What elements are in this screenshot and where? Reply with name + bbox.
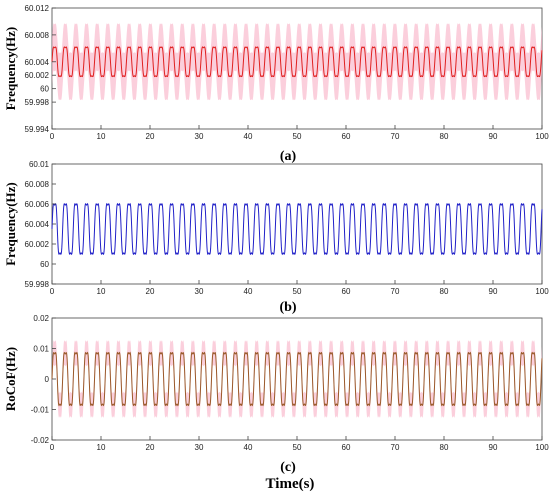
x-tick-label-c: 0: [50, 443, 55, 452]
x-tick-label-c: 10: [97, 443, 106, 452]
panel-b-caption: (b): [279, 300, 296, 315]
y-tick-label-c: -0.02: [31, 436, 50, 445]
x-tick-label-a: 70: [391, 132, 400, 141]
x-tick-label-b: 60: [342, 287, 351, 296]
y-tick-label-c: 0.02: [33, 314, 49, 323]
x-tick-label-a: 10: [97, 132, 106, 141]
x-tick-label-b: 10: [97, 287, 106, 296]
x-tick-label-c: 100: [535, 443, 549, 452]
y-tick-label-b: 60.006: [25, 200, 50, 209]
y-tick-label-a: 59.994: [25, 125, 50, 134]
y-tick-label-a: 60.004: [25, 58, 50, 67]
x-tick-label-c: 80: [440, 443, 449, 452]
y-tick-label-b: 60.008: [25, 180, 50, 189]
panel-a: 0 10 20 30 40 50 60 70 80 90 100 59.994 59.998 60 60.0…: [3, 4, 549, 141]
panel-b: 0 10 20 30 40 50 60 70 80 90 100 59.998 60 60.002 60.0…: [3, 160, 549, 296]
x-tick-label-a: 90: [489, 132, 498, 141]
x-tick-label-b: 50: [293, 287, 302, 296]
x-tick-label-b: 100: [535, 287, 549, 296]
series-line-c-0: [51, 351, 543, 407]
x-tick-label-a: 0: [50, 132, 55, 141]
x-tick-label-a: 30: [195, 132, 204, 141]
y-axis-title-b: Frequency(Hz): [3, 182, 18, 266]
series-line-b-0: [51, 202, 543, 256]
y-tick-label-b: 60.004: [25, 220, 50, 229]
x-tick-label-b: 70: [391, 287, 400, 296]
y-tick-label-a: 60.002: [25, 71, 50, 80]
panel-c-caption: (c): [280, 460, 296, 475]
y-tick-label-a: 60.008: [25, 31, 50, 40]
series-line-a-0: [51, 46, 543, 78]
y-tick-label-b: 59.998: [25, 280, 50, 289]
x-tick-label-b: 80: [440, 287, 449, 296]
y-tick-label-c: 0.01: [33, 345, 49, 354]
x-tick-label-a: 100: [535, 132, 549, 141]
y-tick-label-a: 59.998: [25, 98, 50, 107]
x-tick-label-c: 70: [391, 443, 400, 452]
y-tick-label-c: -0.01: [31, 406, 50, 415]
x-tick-label-c: 30: [195, 443, 204, 452]
y-tick-label-b: 60.01: [29, 160, 50, 169]
y-tick-label-b: 60.002: [25, 240, 50, 249]
y-axis-title-a: Frequency(Hz): [3, 27, 18, 111]
x-tick-label-a: 60: [342, 132, 351, 141]
x-tick-label-b: 30: [195, 287, 204, 296]
y-tick-label-c: 0: [45, 375, 50, 384]
x-tick-label-b: 40: [244, 287, 253, 296]
x-tick-label-a: 20: [146, 132, 155, 141]
x-tick-label-c: 20: [146, 443, 155, 452]
x-tick-label-c: 50: [293, 443, 302, 452]
x-tick-label-a: 50: [293, 132, 302, 141]
x-tick-label-c: 90: [489, 443, 498, 452]
x-tick-label-c: 60: [342, 443, 351, 452]
panel-a-caption: (a): [280, 149, 297, 164]
x-tick-label-b: 20: [146, 287, 155, 296]
panel-c: 0 10 20 30 40 50 60 70 80 90 100 -0.02 -0.01 0 0.01 0.0…: [3, 314, 549, 452]
x-axis-title: Time(s): [266, 476, 315, 492]
y-axis-title-c: RoCoF(Hz): [3, 347, 18, 411]
y-tick-label-a: 60: [40, 85, 49, 94]
y-tick-label-b: 60: [40, 260, 49, 269]
y-tick-label-a: 60.012: [25, 4, 50, 13]
x-tick-label-a: 80: [440, 132, 449, 141]
x-tick-label-b: 0: [50, 287, 55, 296]
x-tick-label-a: 40: [244, 132, 253, 141]
x-tick-label-b: 90: [489, 287, 498, 296]
x-tick-label-c: 40: [244, 443, 253, 452]
